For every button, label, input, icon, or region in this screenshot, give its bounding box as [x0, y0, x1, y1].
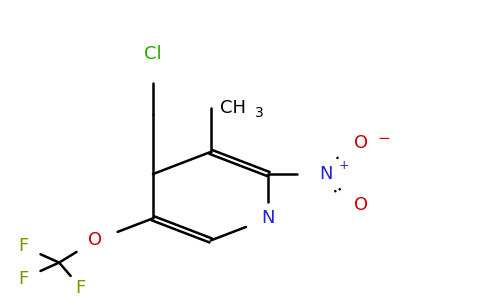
Text: Cl: Cl	[144, 45, 162, 63]
Text: N: N	[319, 165, 333, 183]
Text: N: N	[262, 209, 275, 227]
Text: 3: 3	[255, 106, 264, 120]
Text: O: O	[354, 196, 368, 214]
Text: F: F	[18, 237, 28, 255]
Text: CH: CH	[220, 99, 246, 117]
Text: O: O	[354, 134, 368, 152]
Text: F: F	[18, 270, 28, 288]
Text: F: F	[76, 279, 86, 297]
Text: −: −	[378, 131, 391, 146]
Text: O: O	[88, 232, 102, 250]
Text: +: +	[338, 159, 349, 172]
